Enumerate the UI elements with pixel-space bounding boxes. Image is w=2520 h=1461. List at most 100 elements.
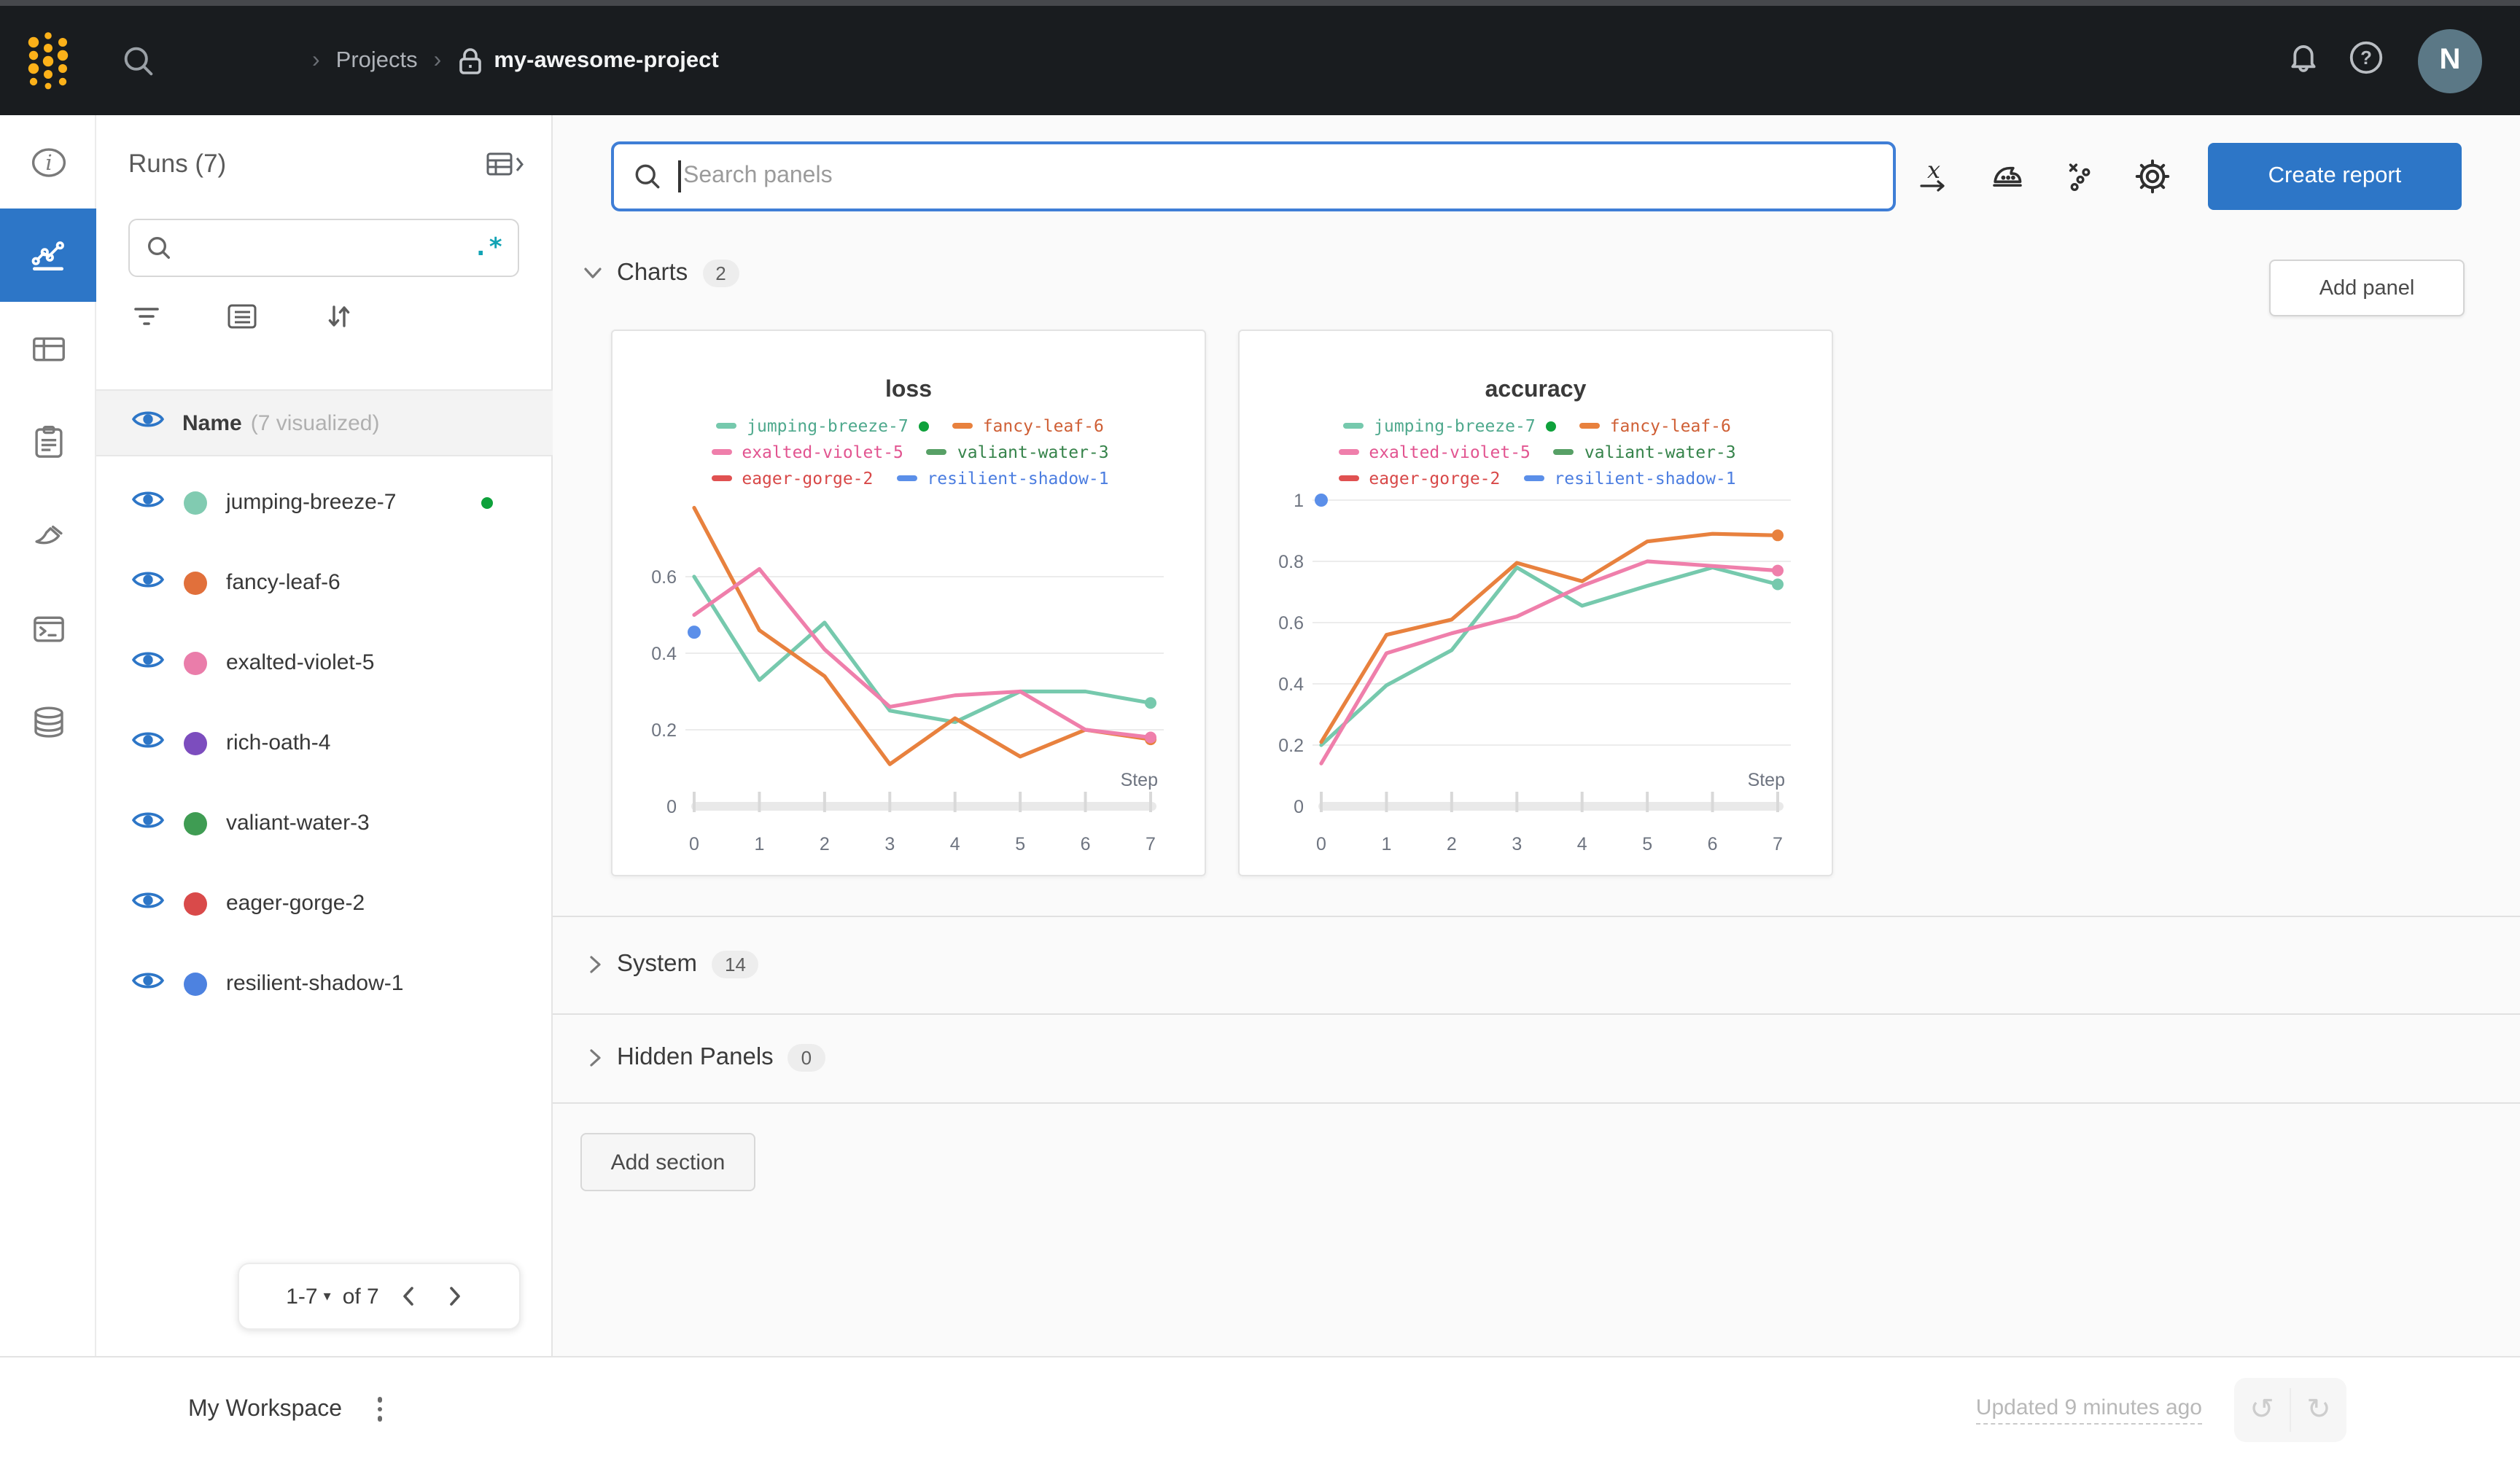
runs-search-input[interactable]: .*: [128, 219, 519, 277]
svg-text:1: 1: [1294, 491, 1304, 511]
previous-page-button[interactable]: [391, 1279, 426, 1314]
run-name-label[interactable]: valiant-water-3: [226, 811, 370, 835]
legend-item[interactable]: resilient-shadow-1: [1523, 467, 1736, 490]
legend-item[interactable]: fancy-leaf-6: [952, 414, 1104, 437]
add-section-button[interactable]: Add section: [580, 1133, 755, 1191]
run-row[interactable]: jumping-breeze-7: [96, 462, 553, 542]
group-icon[interactable]: [226, 302, 258, 338]
top-navbar: › Projects › my-awesome-project ? N: [0, 6, 2520, 115]
visibility-eye-icon[interactable]: [131, 807, 165, 839]
rail-item-tables-icon[interactable]: [0, 302, 96, 395]
run-color-dot: [184, 571, 207, 594]
legend-item[interactable]: exalted-violet-5: [711, 440, 903, 464]
legend-swatch: [1523, 475, 1544, 481]
hidden-panels-section-header[interactable]: Hidden Panels 0: [553, 1013, 2520, 1102]
run-row[interactable]: valiant-water-3: [96, 783, 553, 863]
visibility-eye-icon[interactable]: [131, 967, 165, 1000]
chart-title: accuracy: [1485, 378, 1587, 402]
run-name-label[interactable]: jumping-breeze-7: [226, 490, 397, 515]
expand-runs-table-icon[interactable]: [486, 150, 525, 187]
add-panel-button[interactable]: Add panel: [2269, 260, 2465, 316]
breadcrumb-project-name[interactable]: my-awesome-project: [457, 46, 719, 75]
legend-swatch: [711, 449, 732, 455]
run-name-label[interactable]: fancy-leaf-6: [226, 570, 341, 595]
legend-item[interactable]: jumping-breeze-7: [1343, 414, 1556, 437]
settings-gear-icon[interactable]: [2128, 147, 2177, 206]
svg-text:3: 3: [1512, 834, 1522, 854]
run-row[interactable]: eager-gorge-2: [96, 863, 553, 943]
smoothing-icon[interactable]: [1982, 147, 2031, 206]
legend-label: jumping-breeze-7: [1374, 416, 1536, 436]
visibility-eye-icon[interactable]: [131, 727, 165, 759]
regex-toggle-icon[interactable]: .*: [473, 233, 503, 262]
run-row[interactable]: fancy-leaf-6: [96, 542, 553, 623]
run-row[interactable]: exalted-violet-5: [96, 623, 553, 703]
outliers-icon[interactable]: [2055, 147, 2104, 206]
loss-chart-plot: 0 0.2 0.4 0.6 0 1 2 3 4 5 6 7 Step: [651, 505, 1164, 854]
window-top-edge: [0, 0, 2520, 6]
svg-text:2: 2: [820, 834, 830, 854]
breadcrumb-projects-link[interactable]: Projects: [335, 47, 418, 72]
run-name-label[interactable]: rich-oath-4: [226, 730, 331, 755]
run-color-dot: [184, 811, 207, 835]
rail-item-artifacts-icon[interactable]: [0, 675, 96, 768]
sort-icon[interactable]: [322, 300, 354, 340]
legend-swatch: [1338, 475, 1359, 481]
user-avatar[interactable]: N: [2418, 28, 2482, 93]
legend-item[interactable]: valiant-water-3: [1553, 440, 1736, 464]
x-axis-settings-icon[interactable]: x: [1909, 147, 1959, 206]
chart-panel-accuracy[interactable]: 0 0.2 0.4 0.6 0.8 1 0 1 2 3 4 5 6 7 Step accuracy jump…: [1238, 330, 1833, 876]
redo-icon[interactable]: ↻: [2306, 1394, 2331, 1426]
chart-panel-loss[interactable]: 0 0.2 0.4 0.6 0 1 2 3 4 5 6 7 Step loss jumping-bree…: [611, 330, 1206, 876]
visibility-eye-icon[interactable]: [131, 486, 165, 518]
last-updated-label: Updated 9 minutes ago: [1975, 1395, 2202, 1424]
run-row[interactable]: rich-oath-4: [96, 703, 553, 783]
run-row[interactable]: resilient-shadow-1: [96, 943, 553, 1024]
filter-icon[interactable]: [131, 302, 162, 338]
run-name-label[interactable]: eager-gorge-2: [226, 891, 365, 916]
navbar-search-icon[interactable]: [120, 42, 158, 79]
rail-item-terminal-icon[interactable]: [0, 582, 96, 675]
visibility-eye-icon[interactable]: [131, 647, 165, 679]
run-name-label[interactable]: exalted-violet-5: [226, 650, 375, 675]
system-section-header[interactable]: System 14: [553, 916, 2520, 1013]
rail-item-info-icon[interactable]: i: [0, 115, 96, 209]
legend-label: eager-gorge-2: [742, 468, 874, 488]
legend-item[interactable]: eager-gorge-2: [711, 467, 873, 490]
next-page-button[interactable]: [438, 1279, 472, 1314]
svg-text:0: 0: [666, 797, 677, 817]
legend-swatch: [1579, 423, 1600, 429]
visibility-eye-icon[interactable]: [131, 407, 165, 439]
legend-item[interactable]: fancy-leaf-6: [1579, 414, 1731, 437]
visibility-eye-icon[interactable]: [131, 566, 165, 599]
section-divider: [553, 1013, 2520, 1015]
page-range-dropdown[interactable]: 1-7 ▾: [286, 1284, 330, 1309]
legend-item[interactable]: jumping-breeze-7: [716, 414, 929, 437]
run-color-dot: [184, 731, 207, 755]
panel-search-input[interactable]: Search panels: [611, 141, 1896, 211]
create-report-button[interactable]: Create report: [2208, 143, 2462, 210]
legend-label: jumping-breeze-7: [747, 416, 909, 436]
svg-text:6: 6: [1708, 834, 1718, 854]
legend-item[interactable]: eager-gorge-2: [1338, 467, 1500, 490]
runs-sidebar: Runs (7) .* Name (7 visualized): [96, 115, 553, 1356]
legend-item[interactable]: resilient-shadow-1: [896, 467, 1109, 490]
notifications-bell-icon[interactable]: [2284, 37, 2323, 84]
rail-item-workspace-chart-icon[interactable]: [0, 209, 96, 302]
legend-item[interactable]: exalted-violet-5: [1338, 440, 1531, 464]
history-buttons: ↺ ↻: [2234, 1377, 2346, 1441]
undo-icon[interactable]: ↺: [2249, 1394, 2274, 1426]
workspace-menu-kebab-icon[interactable]: [377, 1397, 383, 1422]
svg-text:5: 5: [1642, 834, 1652, 854]
rail-item-reports-icon[interactable]: [0, 395, 96, 488]
help-icon[interactable]: ?: [2346, 37, 2386, 84]
system-section-label: System: [617, 951, 698, 977]
svg-text:0.2: 0.2: [1278, 736, 1304, 756]
legend-item[interactable]: valiant-water-3: [926, 440, 1109, 464]
chart-legend: jumping-breeze-7 fancy-leaf-6 exalted-viol…: [1251, 414, 1823, 490]
run-name-label[interactable]: resilient-shadow-1: [226, 971, 404, 996]
charts-section-header[interactable]: Charts 2: [583, 260, 739, 287]
wandb-logo-icon[interactable]: [23, 30, 73, 91]
rail-item-sweeps-icon[interactable]: [0, 488, 96, 582]
visibility-eye-icon[interactable]: [131, 887, 165, 919]
